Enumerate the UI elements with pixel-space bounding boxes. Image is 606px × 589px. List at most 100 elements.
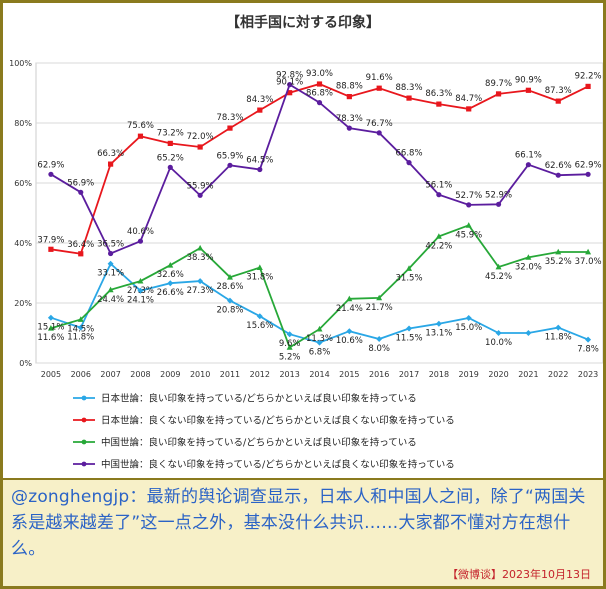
data-label: 36.5% [97,240,124,250]
data-label: 62.9% [37,160,64,170]
data-point [495,91,502,97]
data-label: 6.8% [309,348,331,358]
data-label: 91.6% [366,73,393,83]
y-tick-label: 0% [19,359,32,368]
x-tick-label: 2013 [279,370,299,379]
data-point [465,315,472,321]
data-point [197,144,203,150]
data-point [525,330,532,336]
data-label: 32.6% [157,270,184,280]
legend-label: 日本世論：良い印象を持っている/どちらかといえば良い印象を持っている [101,393,417,405]
data-point [108,250,114,257]
data-point [585,336,592,343]
data-label: 8.0% [368,344,390,354]
x-tick-label: 2010 [190,370,210,379]
data-point [226,297,233,304]
data-label: 11.3% [306,334,333,344]
data-label: 27.3% [127,286,154,296]
data-point [48,246,54,252]
y-tick-label: 40% [14,239,32,248]
data-label: 76.7% [366,119,393,129]
x-tick-label: 2007 [100,370,120,379]
data-label: 11.6% [37,333,64,343]
data-label: 32.0% [515,262,542,272]
data-point [466,106,472,112]
data-label: 31.8% [246,273,273,283]
data-labels: 15.1%11.8%33.1%24.1%26.6% 27.3%20.8%15.6%… [37,69,601,362]
data-label: 92.2% [575,71,602,81]
data-label: 55.9% [187,181,214,191]
data-label: 35.2% [545,257,572,267]
data-point [585,83,591,89]
data-label: 5.2% [279,352,301,362]
weibo-post-card: @zonghengjp：最新的舆论调查显示，日本人和中国人之间，除了“两国关系是… [3,480,603,586]
data-label: 45.2% [485,272,512,282]
x-tick-label: 2012 [250,370,270,379]
x-tick-label: 2015 [339,370,359,379]
x-tick-label: 2019 [459,370,479,379]
data-label: 84.7% [455,94,482,104]
x-tick-label: 2023 [578,370,598,379]
data-point [495,330,502,336]
legend-marker [81,417,87,423]
data-point [167,262,174,268]
x-tick-label: 2008 [130,370,150,379]
data-point [77,324,84,331]
data-label: 11.5% [396,334,423,344]
series-layer [47,81,592,350]
series-1 [47,260,592,346]
data-label: 33.1% [97,269,124,279]
data-label: 27.3% [187,286,214,296]
post-text: @zonghengjp：最新的舆论调查显示，日本人和中国人之间，除了“两国关系是… [11,487,586,559]
data-point [167,140,173,146]
data-point [137,277,144,284]
data-label: 87.3% [545,86,572,96]
chart-card: 【相手国に対する印象】 0% 20% 40% 60% 80% 100% 2005 2006 2… [3,3,604,478]
x-axis: 2005 2006 2007 2008 2009 2010 2011 2012 2013 2014… [41,370,599,379]
line-chart: 【相手国に対する印象】 0%20%40%60%80%100% 2005 2006 2… [9,14,604,471]
data-point [287,82,293,88]
data-point [316,339,323,346]
data-point [47,314,54,321]
data-point [435,320,442,327]
y-tick-label: 20% [14,299,32,308]
data-label: 28.6% [216,282,243,292]
data-label: 26.6% [157,288,184,298]
data-label: 86.8% [306,89,333,99]
data-point [376,130,382,136]
data-label: 86.3% [425,89,452,99]
data-point [346,94,352,100]
data-point [436,101,442,107]
data-point [346,328,353,335]
data-point [525,254,532,260]
data-point [78,251,84,257]
data-point [197,278,204,285]
data-point [525,87,531,93]
data-point [197,192,203,198]
data-point [226,274,233,280]
legend-label: 中国世論：良い印象を持っている/どちらかといえば良い印象を持っている [101,437,417,449]
data-point [525,162,531,168]
chart-title: 【相手国に対する印象】 [226,14,380,31]
legend-marker [81,461,87,467]
data-point [78,189,84,195]
legend-label: 日本世論：良くない印象を持っている/どちらかといえば良くない印象を持っている [101,415,455,427]
data-point [137,238,144,244]
data-point [286,331,293,338]
data-label: 65.2% [157,153,184,163]
data-point [466,202,472,208]
data-label: 36.4% [67,240,94,250]
x-tick-label: 2011 [220,370,240,379]
series-4 [48,82,591,257]
data-point [406,95,412,101]
data-point [316,100,323,106]
data-point [495,201,502,207]
data-point [436,192,442,198]
y-tick-label: 100% [9,59,32,68]
plot-area [35,62,604,364]
legend-marker [81,439,87,445]
y-tick-label: 80% [14,119,32,128]
data-label: 24.4% [97,295,124,305]
data-point [77,316,84,322]
